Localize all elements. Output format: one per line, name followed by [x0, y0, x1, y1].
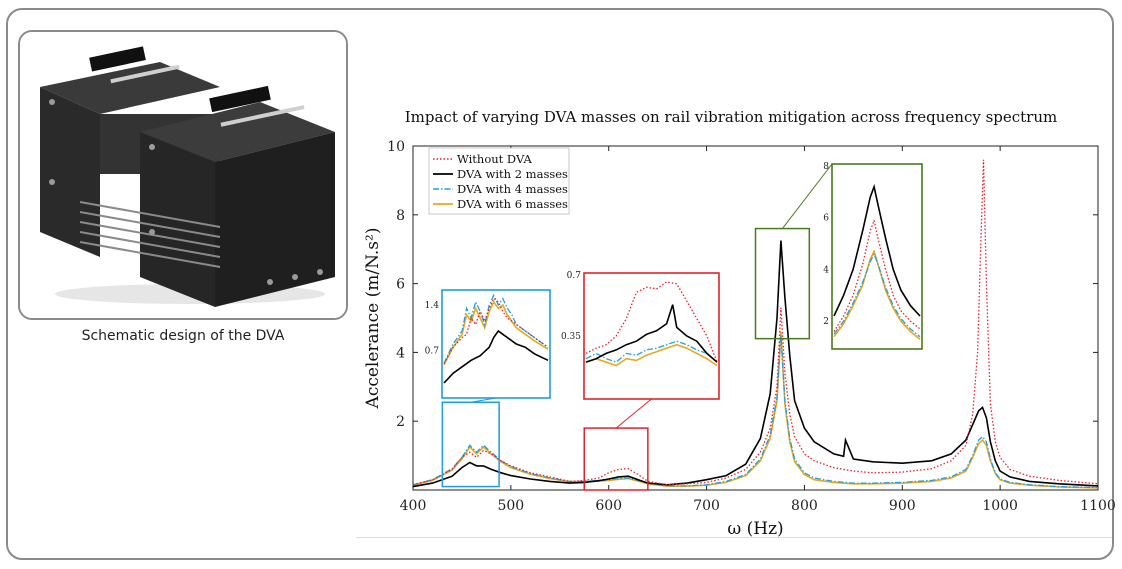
inset-tick-label: 6	[823, 214, 829, 224]
image-caption: Schematic design of the DVA	[81, 328, 285, 344]
legend-label: DVA with 6 masses	[457, 197, 568, 211]
legend-box	[428, 147, 570, 215]
x-tick-label: 1000	[982, 498, 1018, 514]
series-line-without-dva	[412, 159, 1099, 486]
inset-series-line	[443, 300, 549, 366]
inset-series-line	[585, 340, 718, 363]
y-tick-label: 4	[396, 345, 405, 361]
inset-box-blue	[441, 289, 551, 399]
inset-tick-label: 2	[823, 317, 829, 327]
x-tick-label: 600	[595, 498, 622, 514]
inset-series-line	[585, 343, 718, 367]
dva-render-illustration	[20, 32, 346, 318]
x-tick-label: 500	[497, 498, 524, 514]
zoom-region-blue	[441, 401, 500, 488]
x-tick-label: 700	[693, 498, 720, 514]
legend-label: DVA with 2 masses	[457, 167, 568, 181]
series-line-dva-with-2-masses	[412, 240, 1099, 488]
y-tick-label: 6	[396, 277, 405, 293]
bottom-rule	[356, 537, 1112, 538]
inset-tick-label: 0.7	[567, 271, 582, 281]
y-tick-label: 8	[396, 208, 405, 224]
inset-series-line	[443, 293, 549, 364]
inset-tick-label: 4	[823, 265, 829, 275]
y-tick-label: 10	[387, 139, 405, 155]
y-axis-label: Accelerance (m/N.s²)	[363, 228, 383, 410]
inset-tick-label: 1.4	[425, 301, 440, 311]
dva-schematic-image	[18, 30, 348, 320]
series-line-dva-with-4-masses	[412, 335, 1099, 489]
x-tick-label: 400	[400, 498, 427, 514]
zoom-connector-red	[615, 398, 652, 429]
inset-series-line	[585, 304, 718, 363]
inset-series-line	[443, 329, 549, 384]
zoom-connector-green	[782, 163, 833, 229]
inset-box-red	[583, 272, 720, 400]
legend-label: DVA with 4 masses	[457, 182, 568, 196]
legend-label: Without DVA	[457, 152, 532, 166]
inset-tick-label: 0.35	[561, 332, 581, 342]
inset-series-line	[833, 183, 921, 317]
inset-series-line	[443, 297, 549, 364]
x-axis-label: ω (Hz)	[727, 519, 783, 539]
inset-tick-label: 8	[823, 162, 829, 172]
x-tick-label: 1100	[1080, 498, 1116, 514]
x-tick-label: 900	[889, 498, 916, 514]
inset-series-line	[833, 252, 921, 338]
y-tick-label: 2	[396, 414, 405, 430]
accelerance-chart: 400 500 600 700 800 900 1000 1100 2 4 6 8 10 ω (Hz) Ac…	[363, 139, 1116, 539]
inset-tick-label: 0.7	[425, 347, 440, 357]
chart-title: Impact of varying DVA masses on rail vib…	[404, 108, 1058, 126]
x-tick-label: 800	[791, 498, 818, 514]
series-line-dva-with-6-masses	[412, 331, 1099, 489]
chart-container: 400 500 600 700 800 900 1000 1100 2 4 6 8 10 ω (Hz) Ac…	[356, 100, 1116, 540]
